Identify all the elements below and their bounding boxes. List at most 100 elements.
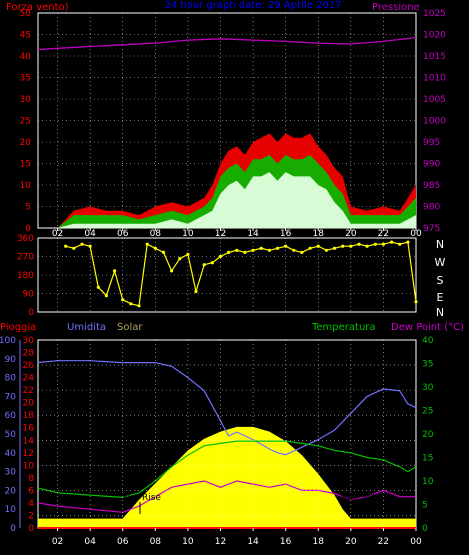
wind-tick-35: 35 (20, 74, 31, 84)
direction-point (365, 244, 369, 248)
humidity-tick-50: 50 (5, 430, 17, 440)
direction-point (194, 289, 198, 293)
dew-point-line (37, 480, 416, 513)
temperature-tick-15: 15 (422, 454, 433, 464)
direction-point (308, 246, 312, 250)
wind-pressure-series (37, 36, 417, 228)
wind-force-label: Forza vento) (6, 2, 69, 13)
direction-point (153, 246, 157, 250)
wind-force-axis: 0 5 10 15 20 25 30 35 40 45 50 (20, 9, 32, 234)
pressure-tick-975: 975 (423, 224, 440, 234)
humidity-tick-0: 0 (10, 524, 16, 534)
sunset-annotation: Sun Set (341, 493, 376, 503)
rain-tick-28: 28 (23, 349, 35, 359)
wind-area-min (38, 172, 416, 228)
rain-tick-6: 6 (28, 486, 34, 496)
humidity-line (37, 360, 417, 456)
wind-tick-20: 20 (20, 138, 32, 148)
rain-tick-14: 14 (23, 436, 35, 446)
pressure-tick-1005: 1005 (423, 95, 446, 105)
temperature-tick-30: 30 (422, 383, 434, 393)
x-tick-label-16: 16 (280, 229, 292, 239)
direction-point (210, 261, 214, 265)
direction-point (332, 246, 337, 250)
direction-point (300, 250, 304, 254)
x-tick-label-10: 10 (182, 229, 194, 239)
x-tick-label-00: 00 (410, 229, 422, 239)
pressure-tick-1015: 1015 (423, 52, 446, 62)
x-tick-label-16: 16 (280, 537, 292, 547)
direction-point (161, 250, 166, 254)
x-tick-label-08: 08 (150, 229, 162, 239)
pressure-tick-980: 980 (423, 203, 440, 213)
x-tick-label-20: 20 (345, 537, 357, 547)
direction-point (145, 242, 149, 246)
pressure-axis: 975 980 985 990 995 1000 1005 1010 1015 1020 1025 (423, 9, 446, 234)
rain-tick-24: 24 (23, 374, 35, 384)
wind-tick-50: 50 (20, 9, 32, 19)
direction-point (80, 242, 84, 246)
pressure-tick-1000: 1000 (423, 117, 446, 127)
humidity-tick-10: 10 (5, 505, 17, 515)
temperature-tick-35: 35 (422, 360, 433, 370)
rain-tick-12: 12 (23, 449, 34, 459)
dew-point-label: Dew Point (°C) (391, 322, 464, 333)
direction-point (243, 250, 247, 254)
x-tick-label-02: 02 (52, 537, 63, 547)
rain-tick-8: 8 (28, 474, 34, 484)
x-tick-label-22: 22 (378, 537, 389, 547)
direction-point (341, 244, 345, 248)
wind-direction-frame (37, 237, 417, 313)
direction-point (398, 242, 402, 246)
x-tick-label-12: 12 (215, 229, 226, 239)
temperature-tick-25: 25 (422, 407, 433, 417)
x-tick-label-06: 06 (117, 537, 129, 547)
humidity-tick-70: 70 (5, 392, 17, 402)
pressure-label: Pressione (372, 2, 420, 13)
direction-point (381, 242, 385, 246)
direction-point (104, 294, 108, 298)
pressure-tick-990: 990 (423, 160, 440, 170)
rain-tick-18: 18 (23, 411, 35, 421)
direction-tick-0: 0 (28, 308, 34, 318)
x-tick-label-04: 04 (84, 537, 96, 547)
direction-point (227, 250, 231, 254)
wind-tick-5: 5 (25, 203, 31, 213)
compass-w: W (435, 256, 446, 269)
rain-humidity-solar-panel: Pioggia Umidita Solar Temperatura Dew Po… (0, 322, 464, 547)
humidity-label: Umidita (67, 322, 106, 333)
direction-point (170, 269, 174, 273)
humidity-tick-40: 40 (5, 449, 17, 459)
compass-labels: N W S E N (435, 238, 446, 319)
temperature-label: Temperatura (311, 322, 376, 333)
pressure-tick-1025: 1025 (423, 9, 446, 19)
direction-point (324, 248, 328, 252)
temperature-tick-10: 10 (422, 477, 434, 487)
rain-tick-22: 22 (23, 386, 34, 396)
x-tick-label-22: 22 (378, 229, 389, 239)
wind-tick-45: 45 (20, 31, 31, 41)
direction-point (259, 246, 263, 250)
pressure-line (37, 36, 417, 51)
rain-tick-2: 2 (28, 511, 34, 521)
x-tick-label-12: 12 (215, 537, 226, 547)
rain-tick-16: 16 (23, 424, 35, 434)
temperature-axis: 0 5 10 15 20 25 30 35 40 (422, 336, 434, 534)
humidity-tick-60: 60 (5, 411, 17, 421)
temperature-tick-0: 0 (422, 524, 428, 534)
humidity-tick-30: 30 (5, 468, 17, 478)
rain-humidity-grid (38, 339, 417, 529)
humidity-tick-20: 20 (5, 486, 17, 496)
rain-label: Pioggia (0, 322, 36, 333)
rain-tick-20: 20 (23, 399, 35, 409)
compass-s: S (437, 274, 444, 287)
direction-point (137, 304, 141, 308)
x-tick-label-04: 04 (84, 229, 96, 239)
direction-tick-90: 90 (23, 290, 35, 300)
wind-tick-30: 30 (20, 95, 32, 105)
x-tick-label-06: 06 (117, 229, 129, 239)
x-tick-label-20: 20 (345, 229, 357, 239)
direction-point (64, 244, 68, 248)
